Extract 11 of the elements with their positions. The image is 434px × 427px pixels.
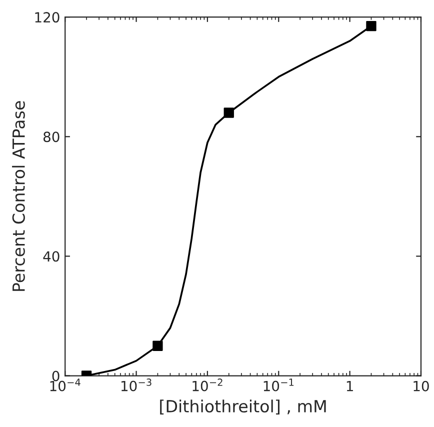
x-tick-label: 10 [414,380,429,392]
y-axis-title: Percent Control ATPase [12,101,25,291]
y-tick-label: 80 [44,132,60,142]
x-tick-label: 10$^{−1}$ [264,378,294,392]
y-tick-label: 120 [35,12,60,23]
x-axis-title: [Dithiothreitol] , mM [160,400,326,414]
x-tick-label: 10$^{−2}$ [192,378,222,392]
y-tick-label: 40 [43,251,60,262]
x-tick-label: 1 [346,381,353,392]
y-tick-label: 0 [52,370,60,382]
x-tick-label: 10$^{−3}$ [121,378,152,392]
